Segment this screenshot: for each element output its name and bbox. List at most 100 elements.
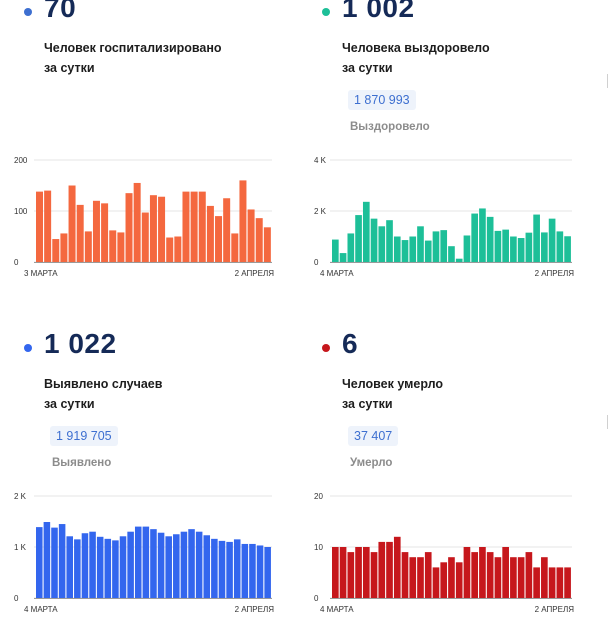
bar (133, 182, 141, 262)
y-tick-label: 2 K (14, 492, 27, 501)
bar (142, 526, 150, 598)
bar (432, 567, 440, 598)
bar (239, 180, 247, 262)
bar (173, 534, 180, 598)
caption-line: за сутки (44, 397, 95, 411)
bar (84, 231, 92, 262)
bar (556, 567, 564, 598)
y-tick-label: 200 (14, 156, 28, 165)
y-tick-label: 10 (314, 543, 323, 552)
bar (332, 547, 339, 598)
bar (76, 204, 84, 262)
bar (58, 524, 66, 598)
y-tick-label: 2 K (314, 207, 327, 216)
bar (195, 531, 203, 598)
bar (378, 541, 386, 598)
bar (339, 253, 347, 262)
bar (104, 538, 112, 598)
bar (180, 531, 188, 598)
y-tick-label: 0 (314, 258, 319, 267)
bar (249, 543, 256, 598)
bar (66, 536, 73, 598)
caption-line: за сутки (44, 61, 95, 75)
bar (517, 557, 525, 598)
bar (68, 185, 76, 262)
cases-caption: Выявлено случаев за сутки (44, 374, 284, 414)
bar (463, 235, 471, 262)
bar (564, 236, 571, 262)
scroll-edge (607, 415, 608, 429)
bar (264, 547, 271, 598)
bar (440, 562, 448, 598)
bar (393, 236, 401, 262)
scroll-edge (607, 74, 608, 88)
caption-line: Человека выздоровело (342, 41, 490, 55)
bar (206, 205, 214, 262)
bar (89, 531, 96, 598)
caption-line: Выявлено случаев (44, 377, 163, 391)
bar (347, 552, 355, 598)
bar (424, 552, 432, 598)
cases-total-label: Выявлено (52, 457, 112, 469)
deaths-caption: Человек умерло за сутки (342, 374, 582, 414)
x-tick-label: 4 МАРТА (320, 605, 354, 614)
bar (409, 236, 417, 262)
x-tick-label: 2 АПРЕЛЯ (235, 269, 275, 278)
bar (533, 567, 540, 598)
bar (255, 218, 263, 262)
x-tick-label: 4 МАРТА (320, 269, 354, 278)
bar (510, 557, 517, 598)
bar (378, 226, 386, 262)
indicator-dot (322, 344, 330, 352)
x-tick-label: 2 АПРЕЛЯ (235, 605, 275, 614)
bar (494, 557, 502, 598)
bar (471, 552, 479, 598)
bar (448, 246, 455, 262)
bar (51, 527, 58, 598)
deaths-total-label: Умерло (350, 457, 393, 469)
caption-line: Человек умерло (342, 377, 444, 391)
cases-panel: 1 022 Выявлено случаев за сутки 1 919 70… (0, 328, 290, 636)
bar (332, 239, 339, 262)
recovered-panel: 1 002 Человека выздоровело за сутки 1 87… (300, 0, 590, 300)
bar (174, 236, 182, 262)
cases-value: 1 022 (44, 328, 117, 359)
bar (182, 191, 190, 262)
bar (211, 538, 218, 598)
bar (386, 541, 393, 598)
recovered-caption: Человека выздоровело за сутки (342, 38, 582, 78)
bar (362, 201, 370, 262)
bar (362, 547, 370, 598)
bar (101, 203, 109, 262)
caption-line: за сутки (342, 397, 393, 411)
bar (502, 229, 509, 262)
bar (417, 557, 424, 598)
bar (52, 239, 60, 262)
recovered-chart: 0 2 K 4 K 4 МАРТА 2 АПРЕЛЯ (314, 156, 575, 278)
bar (190, 191, 198, 262)
deaths-total: 37 407 (348, 426, 399, 446)
x-tick-label: 2 АПРЕЛЯ (535, 605, 575, 614)
y-tick-label: 0 (314, 594, 319, 603)
bar (541, 557, 548, 598)
deaths-value: 6 (342, 328, 359, 359)
x-tick-label: 2 АПРЕЛЯ (535, 269, 575, 278)
bar (60, 233, 68, 262)
bar (241, 543, 249, 598)
bar (455, 258, 463, 262)
y-tick-label: 100 (14, 207, 28, 216)
bar (226, 541, 233, 598)
indicator-dot (24, 8, 32, 16)
bar (157, 532, 165, 598)
caption-line: за сутки (342, 61, 393, 75)
bar (479, 547, 486, 598)
bar (165, 536, 172, 598)
recovered-total: 1 870 993 (348, 90, 416, 110)
bar (409, 557, 417, 598)
bar (355, 547, 362, 598)
bar (486, 552, 494, 598)
bar (510, 236, 517, 262)
x-tick-label: 4 МАРТА (24, 605, 58, 614)
y-tick-label: 4 K (314, 156, 327, 165)
bar (127, 531, 134, 598)
